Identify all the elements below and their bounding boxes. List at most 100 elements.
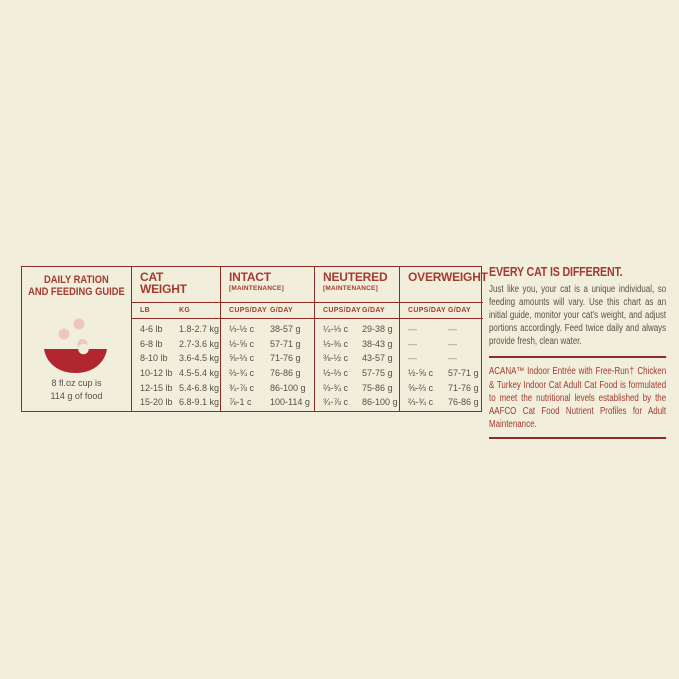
table-cell: — (408, 324, 417, 335)
table-row: ½-⅝ c 57-71 g (408, 366, 483, 381)
column-title: INTACT (229, 270, 271, 284)
feeding-table: DAILY RATION AND FEEDING GUIDE 8 fl.oz c… (21, 266, 488, 412)
aafco-statement-paragraph: ACANA™ Indoor Entrée with Free-Run† Chic… (489, 366, 667, 430)
subheader-cups: CUPS/DAY (408, 307, 446, 314)
table-cell: ⅔-¾ c (229, 368, 255, 379)
table-cell: ⅔-¾ c (408, 397, 434, 408)
table-row: ½-⅔ c 57-75 g (323, 366, 399, 381)
table-row: — — (408, 322, 483, 337)
intact-body: ⅓-½ c 38-57 g ½-⅝ c 57-71 g ⅝-⅔ c 71-76 g ⅔-¾ … (221, 319, 314, 411)
table-cell: 8-10 lb (140, 353, 168, 364)
table-cell: ⅓-½ c (229, 324, 255, 335)
table-cell: — (408, 338, 417, 349)
column-subheader: LB KG (132, 303, 220, 319)
table-cell: ⅞-1 c (229, 397, 252, 408)
table-row: 8-10 lb 3.6-4.5 kg (140, 351, 220, 366)
table-cell: ¼-⅓ c (323, 324, 349, 335)
table-cell: 6-8 lb (140, 338, 163, 349)
table-cell: 43-57 g (362, 353, 393, 364)
table-cell: 29-38 g (362, 324, 393, 335)
table-cell: 4-6 lb (140, 324, 163, 335)
subheader-cups: CUPS/DAY (229, 307, 267, 314)
daily-ration-cell: DAILY RATION AND FEEDING GUIDE 8 fl.oz c… (22, 267, 131, 411)
table-cell: 100-114 g (270, 397, 310, 408)
table-row: 12-15 lb 5.4-6.8 kg (140, 380, 220, 395)
table-cell: 2.7-3.6 kg (179, 338, 220, 349)
table-cell: ⅓-⅜ c (323, 338, 349, 349)
table-cell: 12-15 lb (140, 382, 173, 393)
table-row: — — (408, 337, 483, 352)
column-intact: INTACT [MAINTENANCE] CUPS/DAY G/DAY ⅓-½ … (220, 267, 314, 411)
table-cell: 15-20 lb (140, 397, 173, 408)
table-cell: — (448, 338, 457, 349)
column-header: NEUTERED [MAINTENANCE] (315, 267, 399, 303)
table-cell: 1.8-2.7 kg (179, 324, 220, 335)
table-cell: 10-12 lb (140, 368, 173, 379)
table-row: 6-8 lb 2.7-3.6 kg (140, 337, 220, 352)
column-title: CAT WEIGHT (140, 270, 187, 296)
table-row: ⅞-1 c 100-114 g (229, 395, 314, 410)
kibble-icon (58, 328, 70, 340)
column-neutered: NEUTERED [MAINTENANCE] CUPS/DAY G/DAY ¼-… (314, 267, 399, 411)
cup-note-line1: 8 fl.oz cup is (51, 378, 102, 388)
subheader-grams: G/DAY (362, 307, 386, 314)
guide-title-line2: AND FEEDING GUIDE (28, 286, 125, 298)
table-cell: 57-75 g (362, 368, 393, 379)
table-cell: ⅜-½ c (323, 353, 349, 364)
column-subheader: CUPS/DAY G/DAY (400, 303, 483, 319)
column-header: INTACT [MAINTENANCE] (221, 267, 314, 303)
guide-title-line1: DAILY RATION (44, 274, 109, 286)
table-cell: 4.5-5.4 kg (179, 368, 220, 379)
table-cell: ½-⅔ c (323, 368, 349, 379)
neutered-body: ¼-⅓ c 29-38 g ⅓-⅜ c 38-43 g ⅜-½ c 43-57 g ½-⅔ … (315, 319, 399, 411)
table-cell: — (408, 353, 417, 364)
subheader-lb: LB (140, 307, 150, 314)
table-row: ⅝-⅔ c 71-76 g (229, 351, 314, 366)
sidebar-heading: EVERY CAT IS DIFFERENT. (489, 264, 623, 279)
bowl-shape (44, 349, 107, 373)
table-cell: ⅔-¾ c (323, 382, 349, 393)
subheader-grams: G/DAY (270, 307, 294, 314)
column-header: CAT WEIGHT (132, 267, 220, 303)
weight-body: 4-6 lb 1.8-2.7 kg 6-8 lb 2.7-3.6 kg 8-10 lb 3… (132, 319, 220, 411)
table-row: ⅔-¾ c 75-86 g (323, 380, 399, 395)
table-row: ⅜-½ c 43-57 g (323, 351, 399, 366)
table-row: ¾-⅞ c 86-100 g (229, 380, 314, 395)
table-row: ⅔-¾ c 76-86 g (229, 366, 314, 381)
cup-weight-note: 8 fl.oz cup is 114 g of food (22, 377, 131, 403)
table-cell: 3.6-4.5 kg (179, 353, 220, 364)
food-bowl-icon (44, 318, 107, 373)
column-title: NEUTERED (323, 270, 388, 284)
table-row: ½-⅝ c 57-71 g (229, 337, 314, 352)
column-overweight: OVERWEIGHT CUPS/DAY G/DAY — — — — — — ½-⅝ c 57-… (399, 267, 488, 411)
every-cat-note: EVERY CAT IS DIFFERENT. Just like you, y… (489, 264, 667, 446)
table-cell: 5.4-6.8 kg (179, 382, 220, 393)
table-cell: 6.8-9.1 kg (179, 397, 220, 408)
table-row: 4-6 lb 1.8-2.7 kg (140, 322, 220, 337)
subheader-cups: CUPS/DAY (323, 307, 361, 314)
subheader-grams: G/DAY (448, 307, 472, 314)
guide-title: DAILY RATION AND FEEDING GUIDE (22, 274, 131, 298)
table-cell: 57-71 g (448, 368, 479, 379)
column-subtitle: [MAINTENANCE] (323, 285, 378, 292)
divider-rule (489, 356, 667, 359)
kibble-in-bowl-icon (78, 343, 89, 355)
table-cell: ⅝-⅔ c (408, 382, 434, 393)
kibble-icon (73, 318, 85, 330)
divider-rule (489, 436, 667, 439)
table-row: ¾-⅞ c 86-100 g (323, 395, 399, 410)
table-cell: 76-86 g (448, 397, 479, 408)
table-row: ⅔-¾ c 76-86 g (408, 395, 483, 410)
table-cell: 38-43 g (362, 338, 393, 349)
column-header: OVERWEIGHT (400, 267, 488, 303)
column-subtitle: [MAINTENANCE] (229, 285, 284, 292)
table-cell: ¾-⅞ c (323, 397, 349, 408)
feeding-advice-paragraph: Just like you, your cat is a unique indi… (489, 284, 667, 348)
table-row: — — (408, 351, 483, 366)
column-subheader: CUPS/DAY G/DAY (221, 303, 314, 319)
table-cell: 86-100 g (270, 382, 306, 393)
table-cell: 75-86 g (362, 382, 393, 393)
table-row: ⅓-⅜ c 38-43 g (323, 337, 399, 352)
table-cell: 86-100 g (362, 397, 398, 408)
